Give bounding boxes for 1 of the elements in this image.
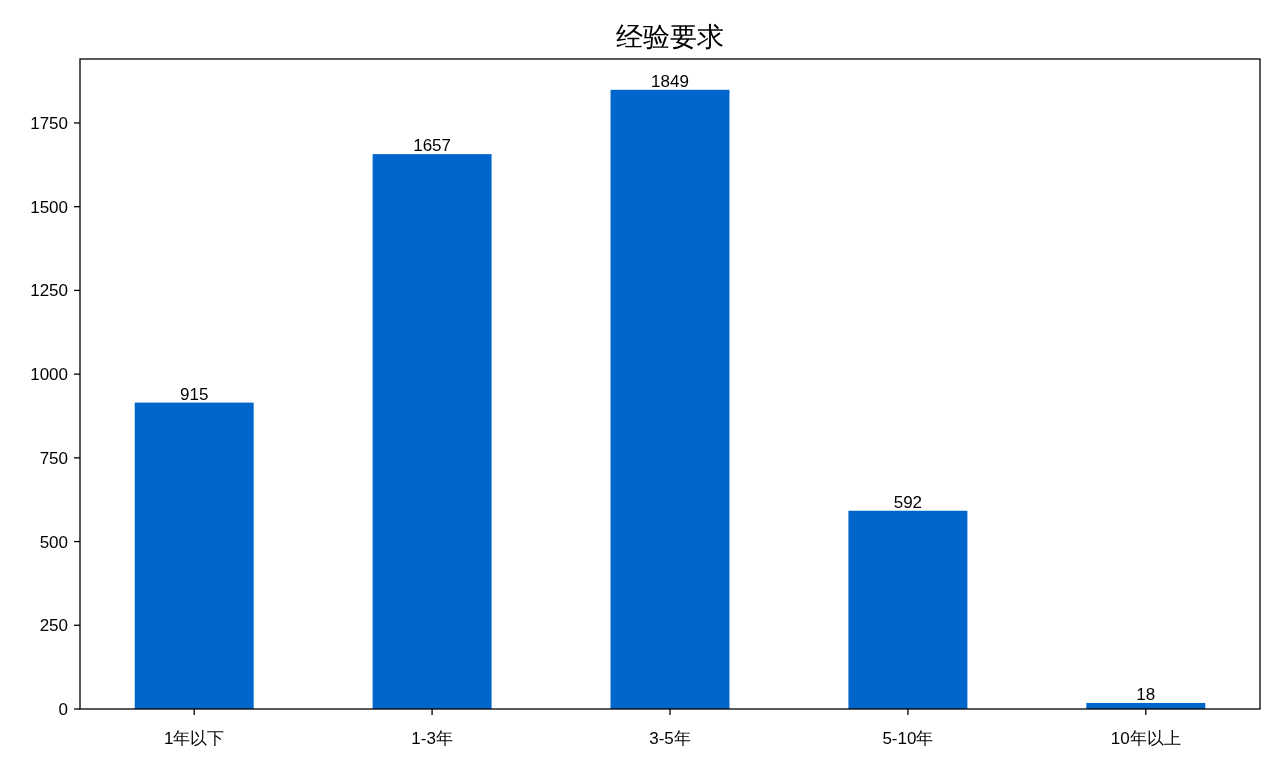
- title: 经验要求: [616, 22, 724, 52]
